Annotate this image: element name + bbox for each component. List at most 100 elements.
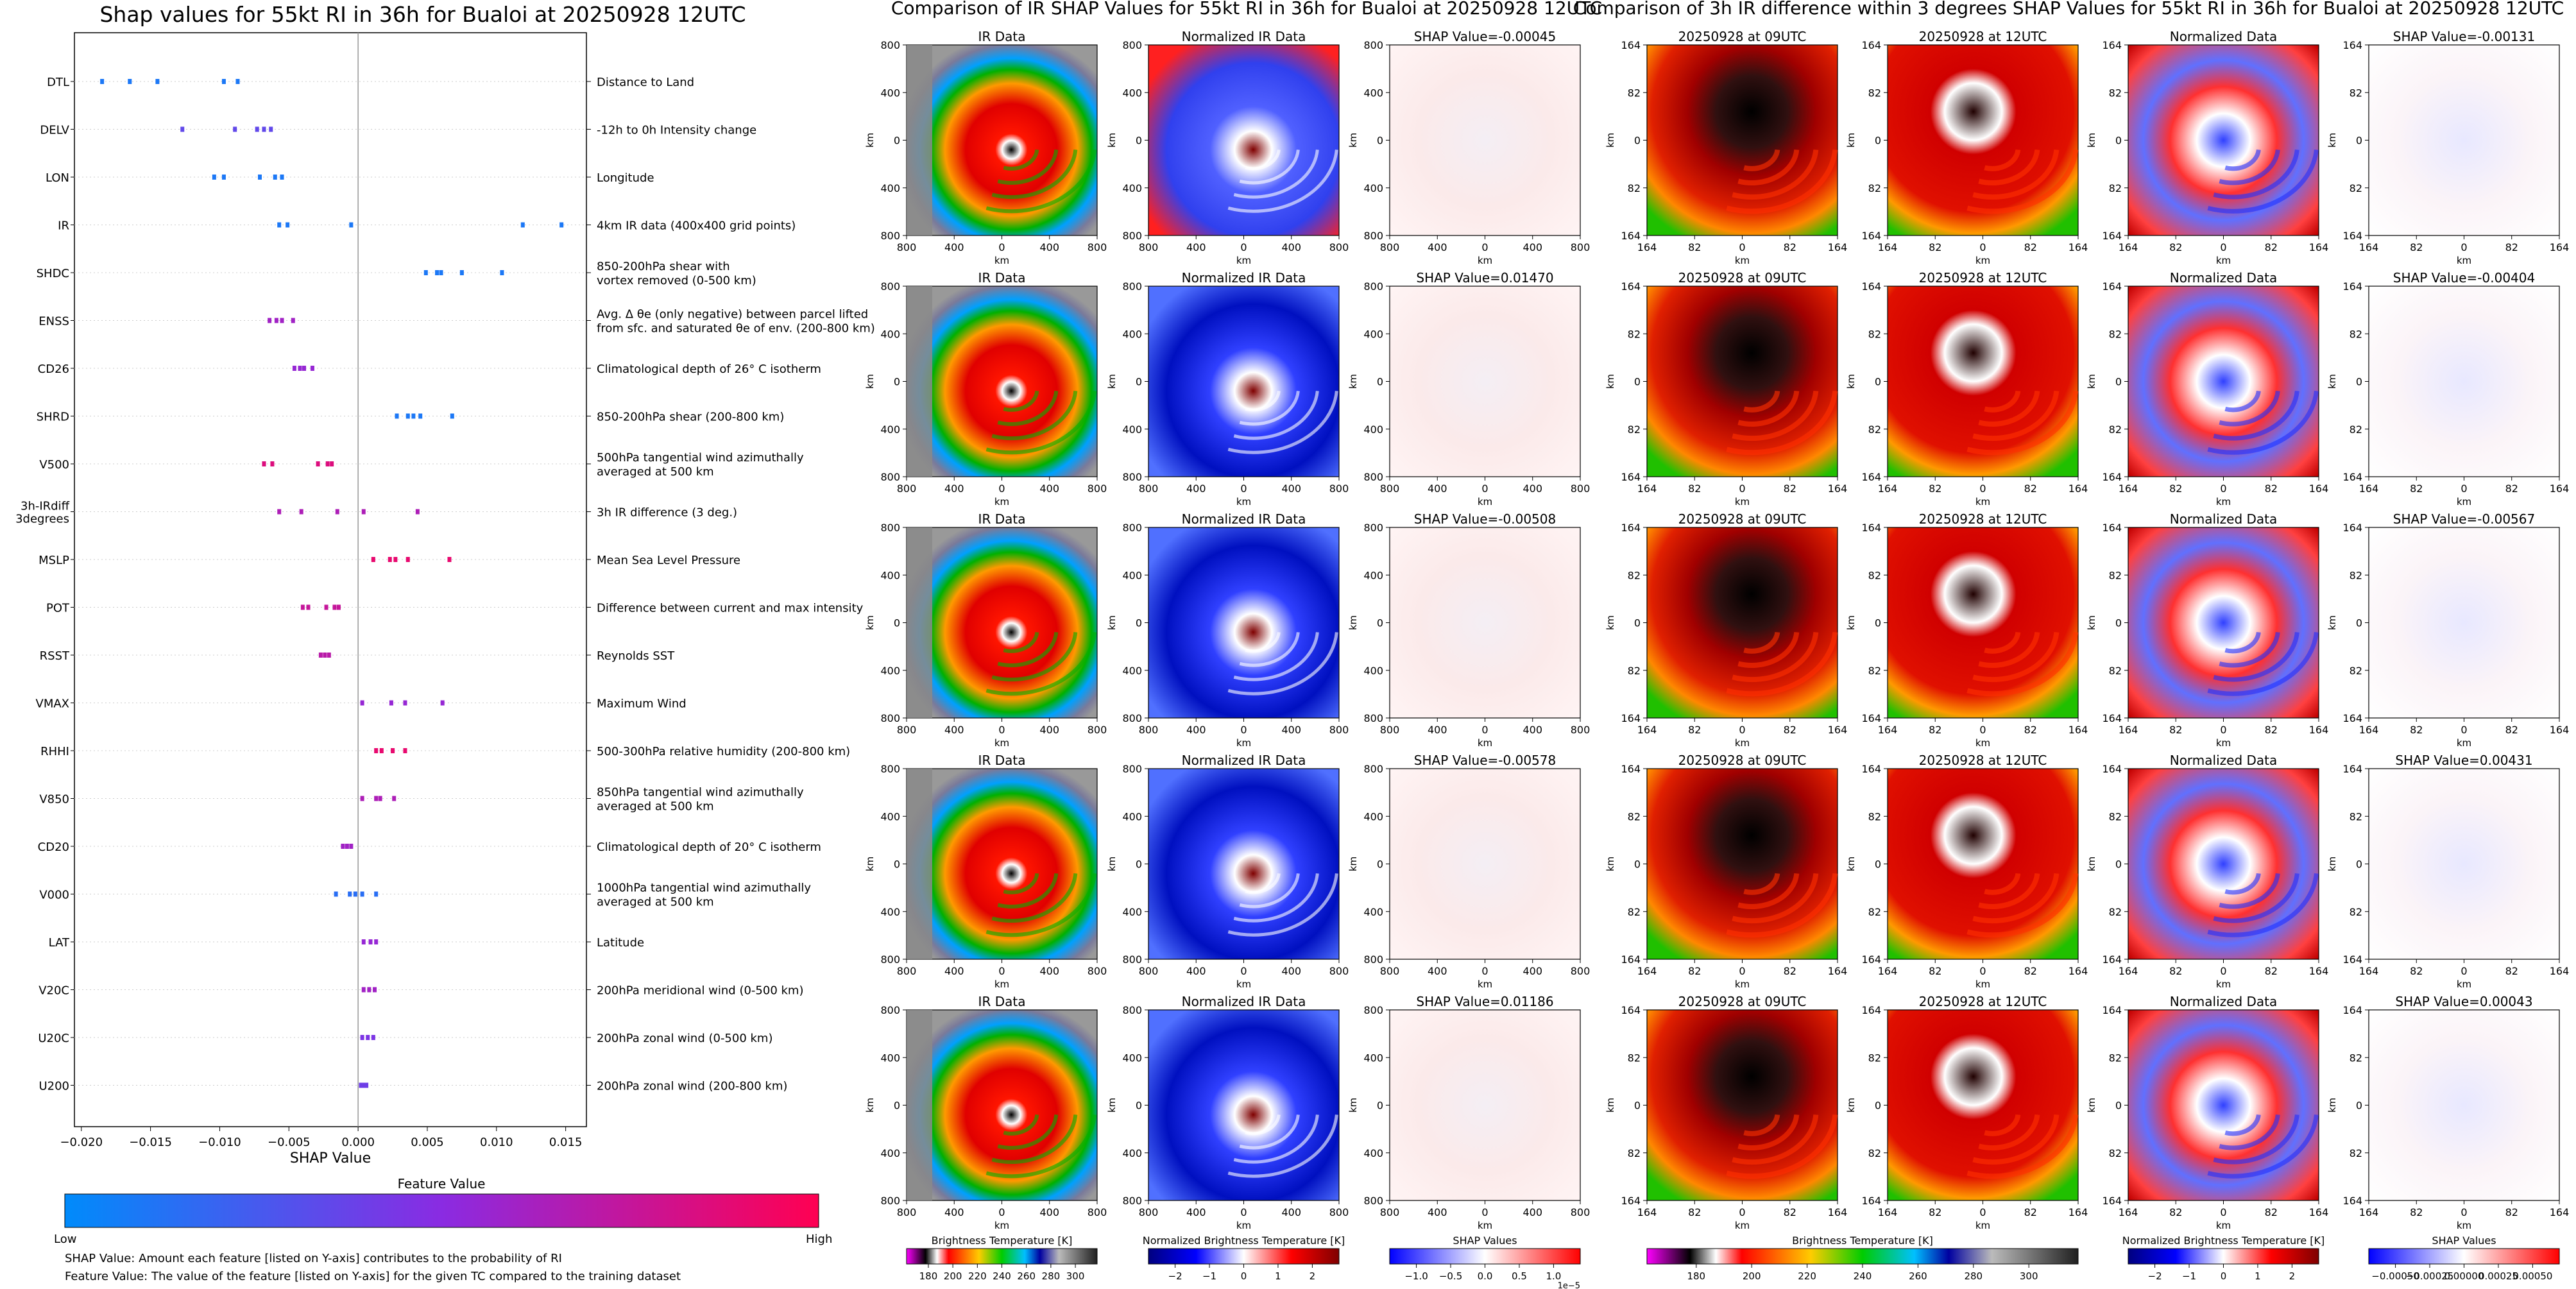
colorbar-tick-label: 260: [1909, 1270, 1927, 1282]
feature-name-label: 3degrees: [15, 513, 69, 526]
x-tick-label: 0: [1481, 1206, 1488, 1218]
x-axis-unit: km: [1975, 496, 1990, 508]
shap-point: [348, 891, 352, 897]
x-tick-label: 400: [1039, 724, 1059, 736]
y-tick-label: 400: [1122, 569, 1142, 581]
y-axis-unit: km: [1845, 374, 1857, 389]
colorbar-tick-label: 0.00050: [2512, 1270, 2552, 1282]
y-axis-unit: km: [2086, 133, 2097, 148]
x-tick-label: 800: [1380, 724, 1400, 736]
x-tick-label: 164: [1878, 241, 1898, 253]
x-axis-unit: km: [1478, 978, 1492, 990]
y-tick-label: 164: [1621, 1004, 1641, 1016]
x-tick-label: 800: [1139, 1206, 1159, 1218]
shap-point: [459, 270, 464, 275]
feature-name-label: MSLP: [38, 554, 69, 567]
y-tick-label: 82: [2109, 87, 2122, 99]
x-tick-label: 0: [1979, 965, 1986, 977]
y-axis-unit: km: [1347, 1098, 1359, 1113]
x-axis-unit: km: [1478, 255, 1492, 266]
ir-panel: SHAP Value=-0.00045800800400400004004008…: [1347, 29, 1590, 266]
y-tick-label: 0: [1136, 1100, 1142, 1112]
y-axis-unit: km: [1106, 615, 1118, 630]
y-tick-label: 164: [2102, 471, 2122, 483]
shap-point: [374, 748, 379, 753]
cloud-band: [2213, 631, 2299, 682]
y-tick-label: 82: [1868, 569, 1881, 581]
cloud-band: [1239, 149, 1300, 185]
x-tick-label: 800: [1571, 965, 1591, 977]
shap-point: [393, 557, 398, 562]
x-tick-label: 164: [1828, 241, 1848, 253]
panel-image: [1389, 1009, 1581, 1201]
x-tick-label: 164: [2068, 965, 2088, 977]
x-tick-label: 0: [1739, 1206, 1745, 1218]
x-tick-label: 800: [1329, 482, 1349, 495]
x-axis-unit: km: [1478, 737, 1492, 749]
feature-name-label: RHHI: [40, 745, 69, 758]
feature-name-label: LON: [46, 171, 69, 185]
y-tick-label: 164: [2102, 230, 2122, 242]
cloud-band: [1966, 873, 2079, 938]
x-tick-label: 0: [1481, 241, 1488, 253]
x-tick-label: 0: [1739, 241, 1745, 253]
diff-panel: Normalized Data1641648282008282164164kmk…: [2086, 270, 2328, 508]
image-colorbars: Brightness Temperature [K]180 200 220 240 26…: [906, 1234, 2560, 1289]
panel-image: [1646, 527, 1838, 719]
y-tick-label: 800: [880, 39, 900, 51]
colorbar-tick-label: 0.0: [1478, 1270, 1493, 1282]
shap-point: [403, 748, 407, 753]
diff-panel: 20250928 at 09UTC1641648282008282164164k…: [1605, 511, 1847, 749]
panel-image: [2368, 527, 2560, 719]
colorbar-tick-label: −0.00050: [2371, 1270, 2419, 1282]
x-tick-label: 82: [1929, 724, 1941, 736]
y-tick-label: 0: [2356, 135, 2362, 147]
shap-point: [361, 1082, 366, 1088]
x-tick-label: 800: [1139, 482, 1159, 495]
feature-description-label: Avg. Δ θe (only negative) between parcel…: [597, 308, 868, 321]
x-tick-label: 82: [2024, 241, 2037, 253]
x-tick-label: 400: [944, 1206, 964, 1218]
x-tick-label: 164: [2309, 1206, 2329, 1218]
panel-image: [1389, 527, 1581, 719]
y-tick-label: 164: [1621, 39, 1641, 51]
colorbar: SHAP Values −0.00050−0.000250.000000.0002…: [2368, 1234, 2560, 1282]
panel-title: Normalized IR Data: [1182, 29, 1306, 44]
panel-image: [1646, 1009, 1838, 1201]
y-tick-label: 164: [1861, 1195, 1881, 1207]
feature-description-label: Difference between current and max inten…: [597, 602, 864, 615]
x-tick-label: 82: [2410, 482, 2423, 495]
y-tick-label: 82: [2350, 423, 2362, 436]
y-tick-label: 800: [1363, 1004, 1383, 1016]
panel-image: [2368, 44, 2560, 236]
y-tick-label: 82: [1628, 423, 1641, 436]
y-tick-label: 164: [2102, 1195, 2122, 1207]
diff-panel: SHAP Value=-0.00404164164828200828216416…: [2326, 270, 2569, 508]
x-tick-label: 400: [1523, 482, 1542, 495]
y-tick-label: 400: [1363, 328, 1383, 340]
x-tick-label: 164: [2119, 1206, 2138, 1218]
x-tick-label: 400: [1281, 965, 1301, 977]
cloud-band: [1732, 390, 1819, 441]
x-tick-label: 800: [1571, 1206, 1591, 1218]
colorbar-tick-label: 220: [968, 1270, 987, 1282]
y-tick-label: 82: [1868, 810, 1881, 823]
shap-point: [233, 126, 237, 132]
x-tick-label: 164: [2550, 724, 2570, 736]
cloud-band: [1726, 1114, 1838, 1179]
shap-point: [325, 461, 330, 466]
y-tick-label: 0: [1377, 376, 1383, 388]
y-tick-label: 164: [2102, 522, 2122, 534]
cloud-band: [1984, 149, 2021, 171]
y-tick-label: 800: [1363, 1195, 1383, 1207]
x-tick-label: 0: [1979, 482, 1986, 495]
x-tick-label: 0: [1481, 965, 1488, 977]
x-tick-label: 164: [1828, 482, 1848, 495]
cloud-band: [997, 149, 1059, 185]
colorbar-tick-label: 1: [1275, 1270, 1281, 1282]
cloud-band: [1003, 149, 1039, 171]
diff-panel: 20250928 at 12UTC1641648282008282164164k…: [1845, 994, 2088, 1231]
x-tick-label: 0: [1979, 241, 1986, 253]
x-tick-label: 82: [1688, 241, 1701, 253]
